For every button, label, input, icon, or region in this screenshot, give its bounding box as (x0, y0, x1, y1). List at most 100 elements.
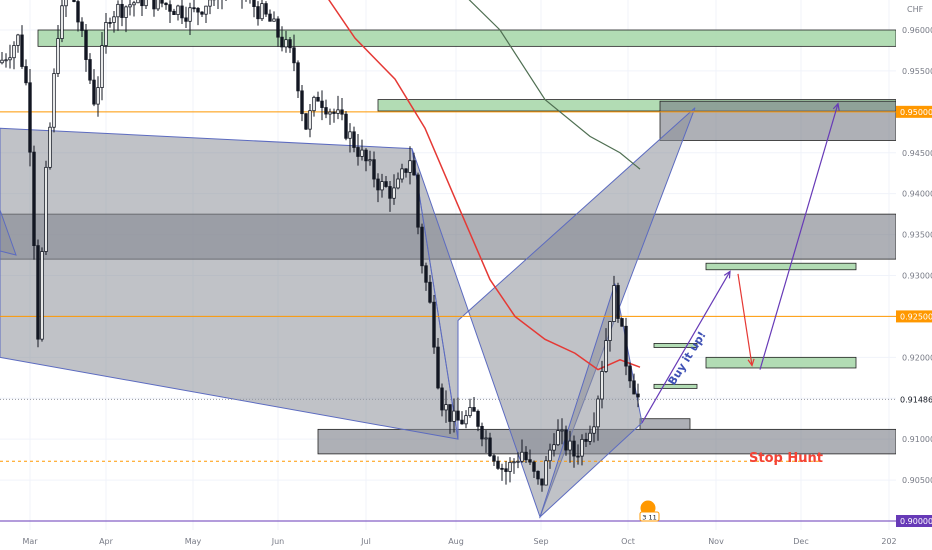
candle (260, 0, 264, 21)
candle-body (268, 13, 272, 22)
x-tick-label: Mar (22, 537, 38, 546)
candle-body (548, 449, 552, 462)
candle (536, 470, 540, 485)
candle-body (140, 0, 144, 7)
candle (472, 397, 476, 412)
candle (96, 76, 100, 117)
price-tag-label: 0.90000 (900, 517, 932, 526)
candle (492, 453, 496, 467)
candle-body (520, 451, 524, 462)
candle (548, 443, 552, 469)
price-tag-label: 0.92500 (900, 312, 932, 321)
candle-body (432, 301, 436, 348)
candle-body (28, 82, 32, 153)
candle-body (32, 151, 36, 247)
candle (136, 0, 140, 4)
candle (92, 69, 96, 107)
candle (380, 173, 384, 198)
price-tag-label: 0.91486 (900, 395, 932, 404)
candle-body (16, 34, 20, 46)
candle (432, 295, 436, 354)
candle-body (588, 432, 592, 442)
candle-body (96, 87, 100, 105)
event-badge-box (639, 511, 660, 522)
candle-body (556, 430, 560, 446)
candle (608, 321, 612, 352)
harmonic-pattern (0, 209, 17, 256)
candle-body (496, 460, 500, 469)
candle (612, 275, 616, 322)
candle (44, 160, 48, 255)
annotation-buy-it-up: Buy it up! (666, 329, 709, 387)
candle (64, 0, 68, 17)
candle (488, 432, 492, 457)
candle-body (208, 0, 212, 7)
candle (132, 0, 136, 17)
arrow-down-red-head (747, 358, 755, 367)
arrow-up-purple-head (723, 270, 731, 279)
candle (320, 90, 324, 121)
harmonic-pattern (0, 127, 459, 440)
x-tick-label: Oct (621, 537, 635, 546)
candle (412, 152, 416, 176)
candle-body (448, 404, 452, 422)
candle (80, 17, 84, 37)
candle-body (296, 62, 300, 92)
candle-body (152, 0, 156, 10)
candle-body (308, 110, 312, 130)
candle (636, 383, 640, 408)
candle-body (344, 113, 348, 139)
candle (200, 11, 204, 17)
candle (108, 17, 112, 28)
candle-body (4, 59, 8, 62)
candle (540, 478, 544, 492)
candle (204, 5, 208, 24)
candle-body (628, 365, 632, 382)
candle-body (436, 346, 440, 389)
y-tick-label: 0.92000 (902, 353, 932, 362)
candle (444, 390, 448, 423)
candle (40, 247, 44, 342)
candle-body (480, 425, 484, 440)
candle (28, 68, 32, 167)
candle (164, 2, 168, 10)
x-tick-label: May (185, 537, 202, 546)
candle (480, 422, 484, 447)
y-tick-label: 0.95500 (902, 67, 932, 76)
moving-average-green (468, 0, 641, 170)
candle-body (324, 107, 328, 115)
candle (552, 433, 556, 457)
candle (212, 0, 216, 7)
candle-body (388, 186, 392, 199)
candle (288, 37, 292, 53)
candle-body (200, 11, 204, 15)
candle-body (176, 5, 180, 15)
candle-body (412, 160, 416, 176)
candle (176, 4, 180, 21)
candle (8, 44, 12, 69)
candle (180, 0, 184, 24)
candle-body (264, 3, 268, 15)
candle (172, 8, 176, 15)
candle-body (492, 455, 496, 462)
candle (76, 0, 80, 32)
candle-body (584, 438, 588, 442)
candle-body (40, 251, 44, 340)
candle-body (144, 0, 148, 7)
candle-body (624, 325, 628, 367)
candle (256, 1, 260, 26)
candle (476, 409, 480, 432)
price-axis[interactable] (896, 0, 932, 550)
x-tick-label: Nov (708, 537, 724, 546)
x-tick-label: Aug (448, 537, 464, 546)
arrow-up-purple-long (759, 103, 839, 370)
price-tag (896, 515, 932, 527)
price-tag-label: 0.95000 (900, 108, 932, 117)
candle-body (340, 109, 344, 115)
candle (448, 404, 452, 434)
event-badge-text: 3 11 (642, 514, 656, 522)
candle (336, 95, 340, 120)
candle-body (172, 10, 176, 15)
